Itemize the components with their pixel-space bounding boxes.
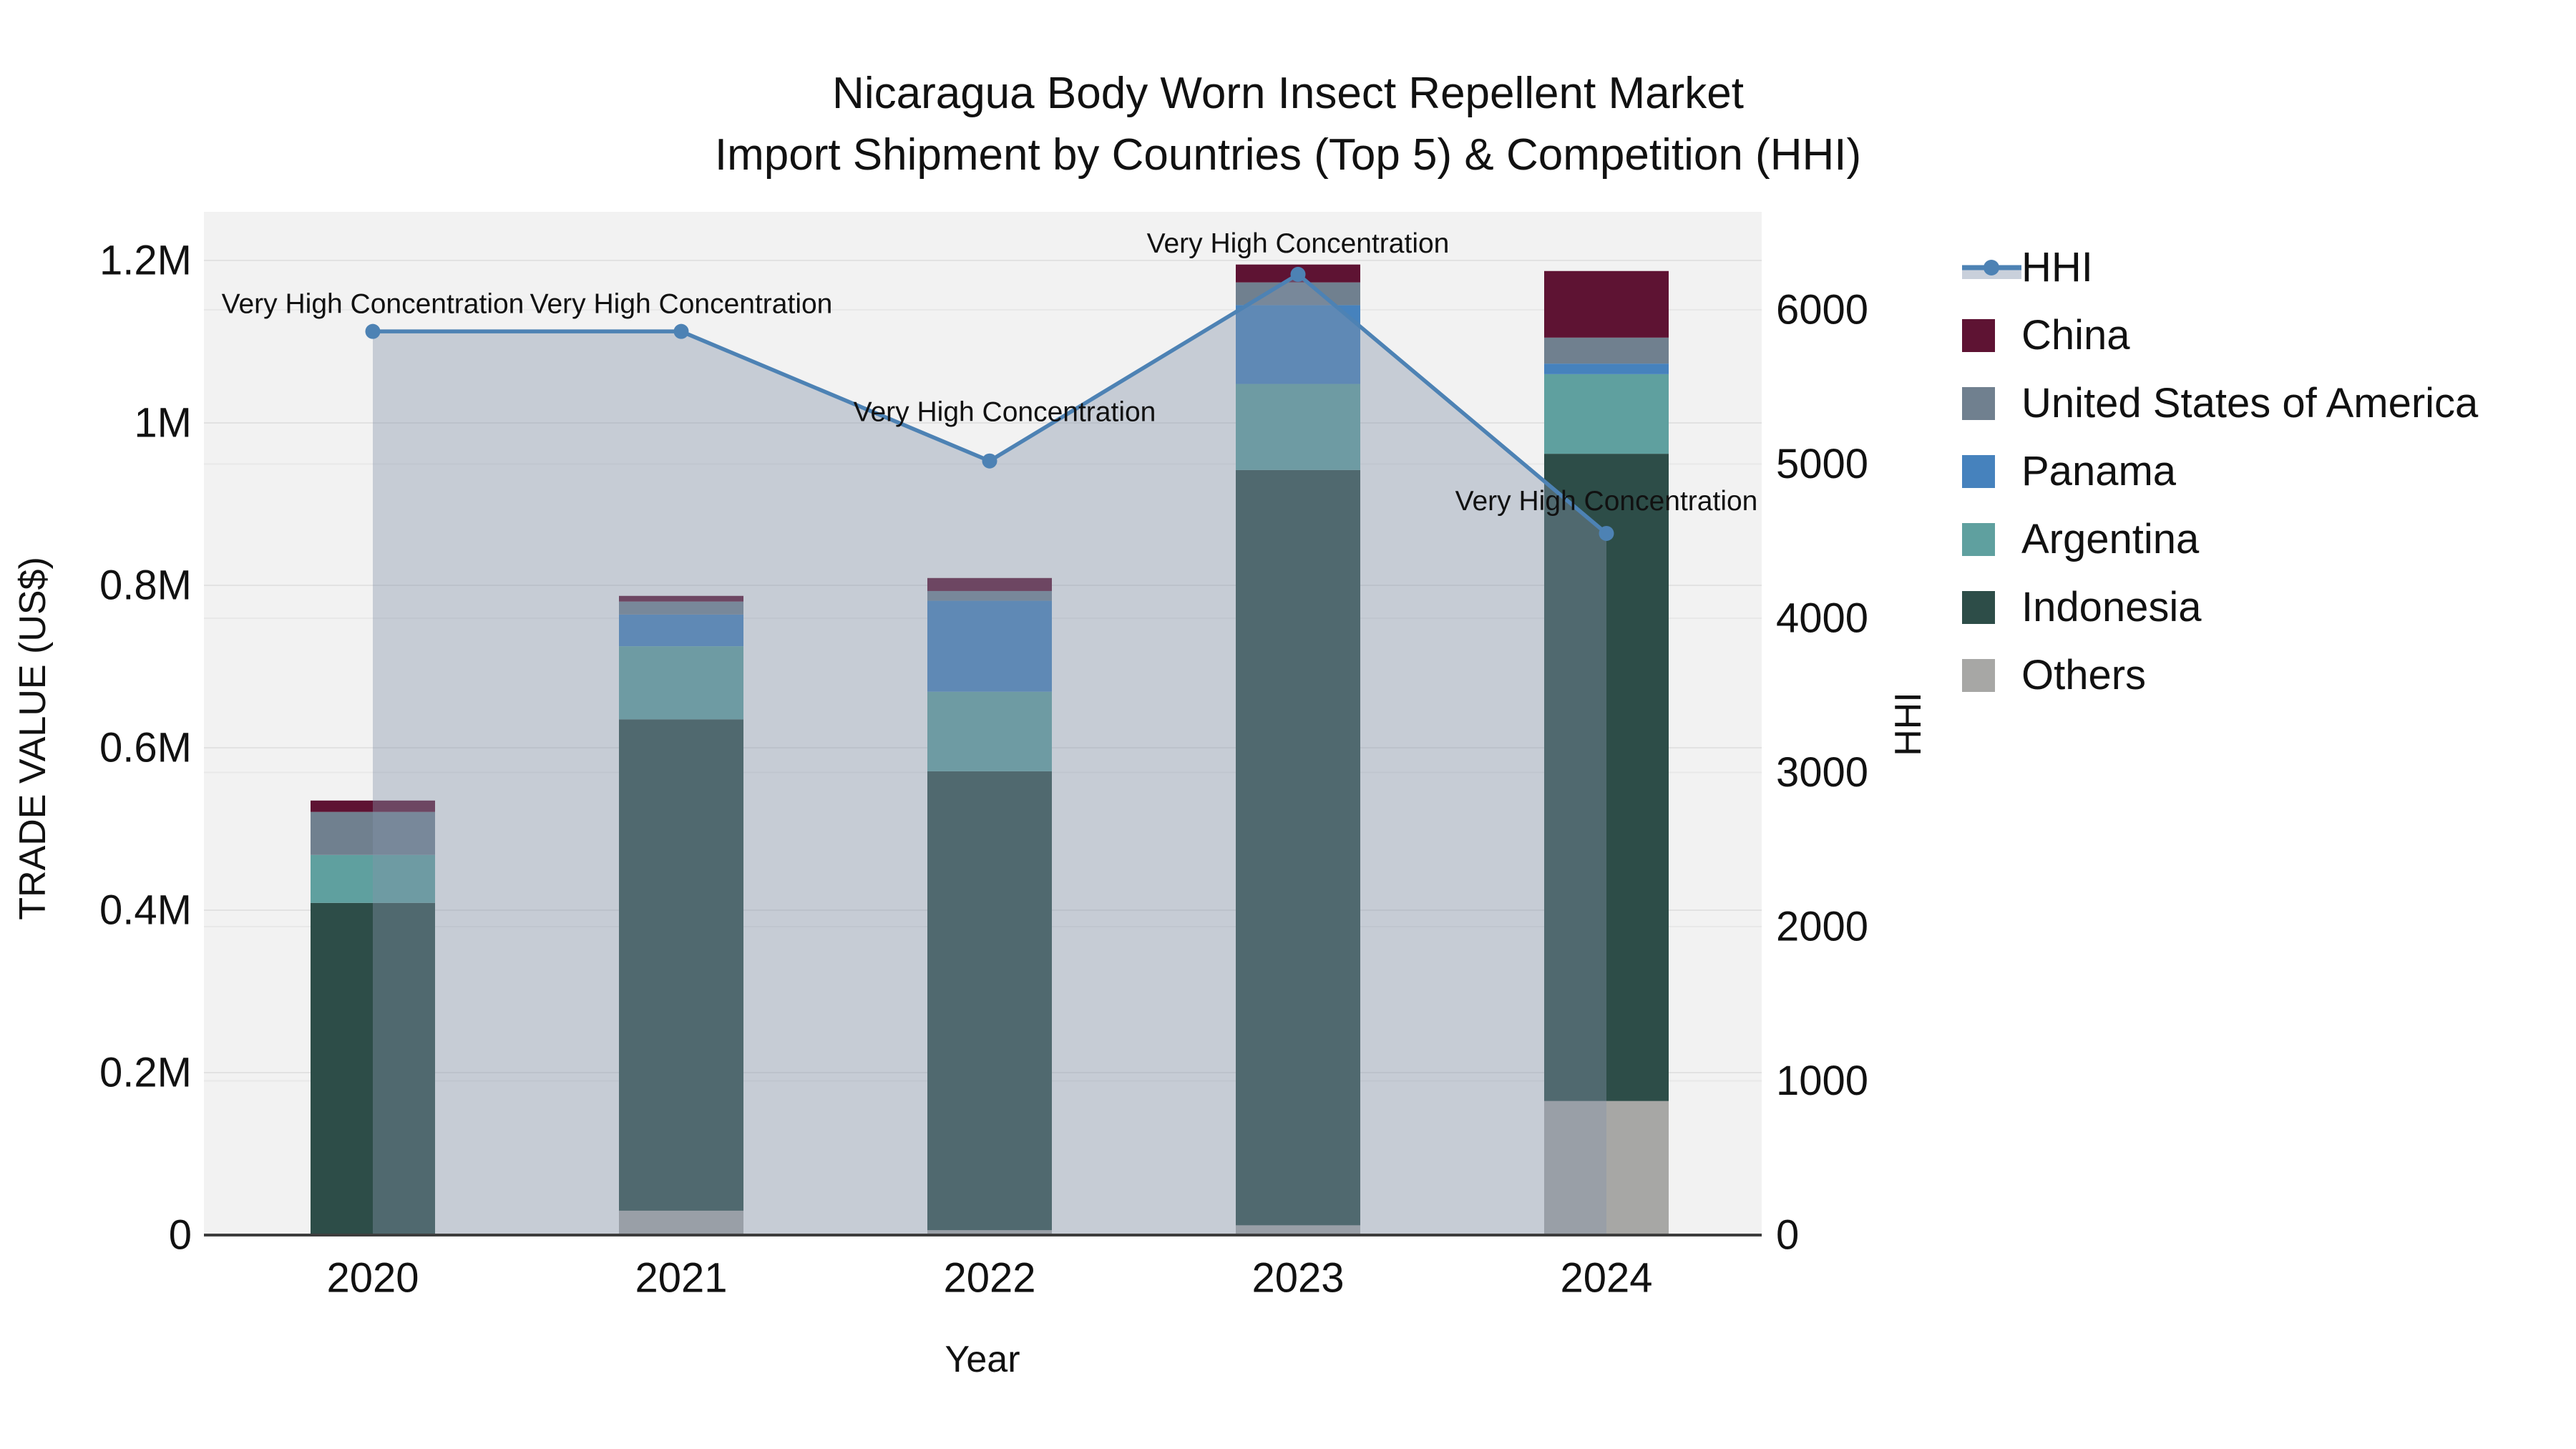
- legend-color-swatch: [1962, 386, 1995, 420]
- bar-segment-panama-2022: [927, 600, 1052, 692]
- bar-segment-china-2021: [619, 595, 743, 602]
- hhi-line-sample-icon: [1962, 259, 2021, 279]
- legend-label: HHI: [2021, 244, 2093, 291]
- bar-segment-argentina-2021: [619, 646, 743, 720]
- bar-segment-panama-2021: [619, 614, 743, 647]
- legend-color-swatch: [1962, 522, 1995, 556]
- bar-segment-indonesia-2020: [311, 902, 435, 1235]
- legend-swatch-icon: [1962, 386, 2021, 420]
- bar-segment-argentina-2020: [311, 854, 435, 903]
- y-right-tick-4000: 4000: [1776, 595, 1868, 642]
- legend-swatch-icon: [1962, 318, 2021, 352]
- hhi-marker-2021: [673, 323, 689, 339]
- bar-segment-panama-2024: [1544, 364, 1669, 374]
- bar-segment-united-states-of-america-2024: [1544, 337, 1669, 364]
- annotation-2024: Very High Concentration: [1455, 486, 1758, 517]
- bar-segment-united-states-of-america-2022: [927, 590, 1052, 601]
- legend-label: Argentina: [2021, 516, 2200, 562]
- legend-item-argentina: Argentina: [1962, 505, 2478, 573]
- legend-item-others: Others: [1962, 641, 2478, 709]
- legend-color-swatch: [1962, 318, 1995, 352]
- legend-swatch-icon: [1962, 590, 2021, 624]
- legend-item-panama: Panama: [1962, 437, 2478, 505]
- chart-title-line1: Nicaragua Body Worn Insect Repellent Mar…: [832, 69, 1744, 118]
- bar-segment-others-2024: [1544, 1101, 1669, 1235]
- legend-color-swatch: [1962, 590, 1995, 624]
- y-left-tick-0: 0: [169, 1212, 192, 1259]
- bar-segment-indonesia-2023: [1236, 469, 1360, 1226]
- bar-segment-china-2020: [311, 800, 435, 812]
- x-tick-2023: 2023: [1252, 1255, 1344, 1302]
- hhi-area-fill: [373, 274, 1606, 1235]
- y-right-tick-6000: 6000: [1776, 287, 1868, 333]
- y-left-tick-0.6M: 0.6M: [99, 725, 192, 771]
- annotation-2020: Very High Concentration: [222, 289, 525, 320]
- bar-segment-argentina-2023: [1236, 384, 1360, 470]
- legend-swatch-icon: [1962, 658, 2021, 692]
- x-axis-title: Year: [945, 1339, 1020, 1380]
- y-right-tick-2000: 2000: [1776, 904, 1868, 950]
- bar-segment-united-states-of-america-2021: [619, 601, 743, 615]
- y-right-tick-0: 0: [1776, 1212, 1799, 1259]
- legend-label: Indonesia: [2021, 584, 2202, 630]
- y-left-tick-1M: 1M: [134, 400, 192, 447]
- bar-segment-indonesia-2024: [1544, 454, 1669, 1101]
- chart-title-line2: Import Shipment by Countries (Top 5) & C…: [714, 130, 1862, 180]
- y-left-tick-1.2M: 1.2M: [99, 238, 192, 284]
- legend-color-swatch: [1962, 454, 1995, 488]
- y-axis-title-left: TRADE VALUE (US$): [12, 557, 54, 920]
- hhi-marker-2020: [365, 323, 381, 339]
- annotation-2023: Very High Concentration: [1147, 228, 1450, 259]
- bar-segment-indonesia-2022: [927, 771, 1052, 1231]
- annotation-2022: Very High Concentration: [854, 397, 1156, 428]
- x-tick-2021: 2021: [635, 1255, 727, 1302]
- legend-swatch-icon: [1962, 522, 2021, 556]
- bar-segment-others-2023: [1236, 1225, 1360, 1235]
- y-axis-title-right: HHI: [1888, 692, 1929, 756]
- bar-segment-indonesia-2021: [619, 719, 743, 1211]
- legend-color-swatch: [1962, 658, 1995, 692]
- y-left-tick-0.8M: 0.8M: [99, 562, 192, 609]
- hhi-marker-2023: [1290, 266, 1306, 282]
- y-left-tick-0.2M: 0.2M: [99, 1050, 192, 1096]
- legend: HHI China United States of America Panama Ar…: [1962, 233, 2478, 709]
- bar-segment-panama-2023: [1236, 305, 1360, 384]
- bar-segment-china-2024: [1544, 270, 1669, 338]
- hhi-marker-2022: [982, 453, 997, 469]
- bar-segment-argentina-2022: [927, 691, 1052, 771]
- legend-label: Panama: [2021, 448, 2177, 494]
- y-right-tick-5000: 5000: [1776, 441, 1868, 487]
- legend-label: China: [2021, 312, 2130, 358]
- annotation-2021: Very High Concentration: [530, 289, 833, 320]
- hhi-marker-2024: [1599, 525, 1614, 541]
- legend-item-hhi: HHI: [1962, 233, 2478, 301]
- y-right-tick-3000: 3000: [1776, 749, 1868, 796]
- legend-item-china: China: [1962, 301, 2478, 369]
- bar-segment-others-2022: [927, 1230, 1052, 1235]
- legend-item-united-states-of-america: United States of America: [1962, 369, 2478, 437]
- y-right-tick-1000: 1000: [1776, 1058, 1868, 1104]
- legend-label: Others: [2021, 652, 2147, 698]
- y-left-tick-0.4M: 0.4M: [99, 887, 192, 934]
- x-tick-2024: 2024: [1560, 1255, 1652, 1302]
- legend-item-indonesia: Indonesia: [1962, 573, 2478, 641]
- x-tick-2020: 2020: [326, 1255, 419, 1302]
- bar-segment-others-2021: [619, 1210, 743, 1235]
- bar-segment-united-states-of-america-2020: [311, 811, 435, 855]
- bar-segment-china-2022: [927, 577, 1052, 591]
- legend-swatch-icon: [1962, 454, 2021, 488]
- bar-segment-argentina-2024: [1544, 374, 1669, 454]
- legend-line-sample-icon: [1962, 251, 2021, 284]
- legend-label: United States of America: [2021, 380, 2479, 426]
- x-tick-2022: 2022: [943, 1255, 1035, 1302]
